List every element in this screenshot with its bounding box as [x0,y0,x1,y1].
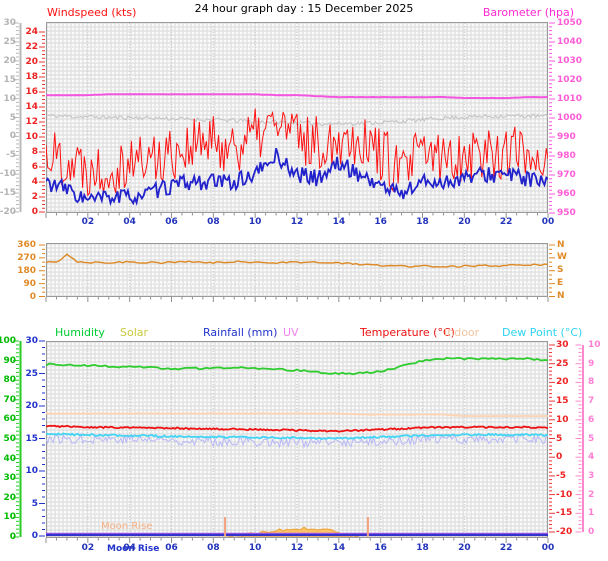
moon-marker-lines [224,517,369,537]
hour-axis-ticks [45,297,549,302]
indoor_c-trace [46,412,548,418]
rainfall-left-axis [39,340,45,537]
barometer_hpa-trace [46,93,548,100]
temperature_c-trace [46,424,548,433]
wind_gust_kts-trace [46,108,548,197]
dew_point_c-trace [46,432,548,441]
wind-direction-left-axis [39,244,45,297]
humidity_pct-trace [46,356,548,376]
compass-right-axis [549,244,555,297]
gray-left-axis [13,22,22,213]
wind-direction-plot-area [46,243,548,297]
hour-axis-ticks [45,213,549,218]
wind_direction_deg-trace [46,253,548,268]
uv-right-axis [575,344,584,533]
wind_chill_c-trace [46,432,548,449]
temperature-right-axis [549,344,555,533]
hour-axis-ticks [45,538,549,543]
gray_trace-trace [46,113,548,127]
humidity-left-axis [13,340,22,538]
gridlines-panel2 [47,244,547,295]
barometer-right-axis [549,22,555,214]
windspeed-left-axis [39,31,45,213]
wind_avg_kts-trace [46,147,548,207]
